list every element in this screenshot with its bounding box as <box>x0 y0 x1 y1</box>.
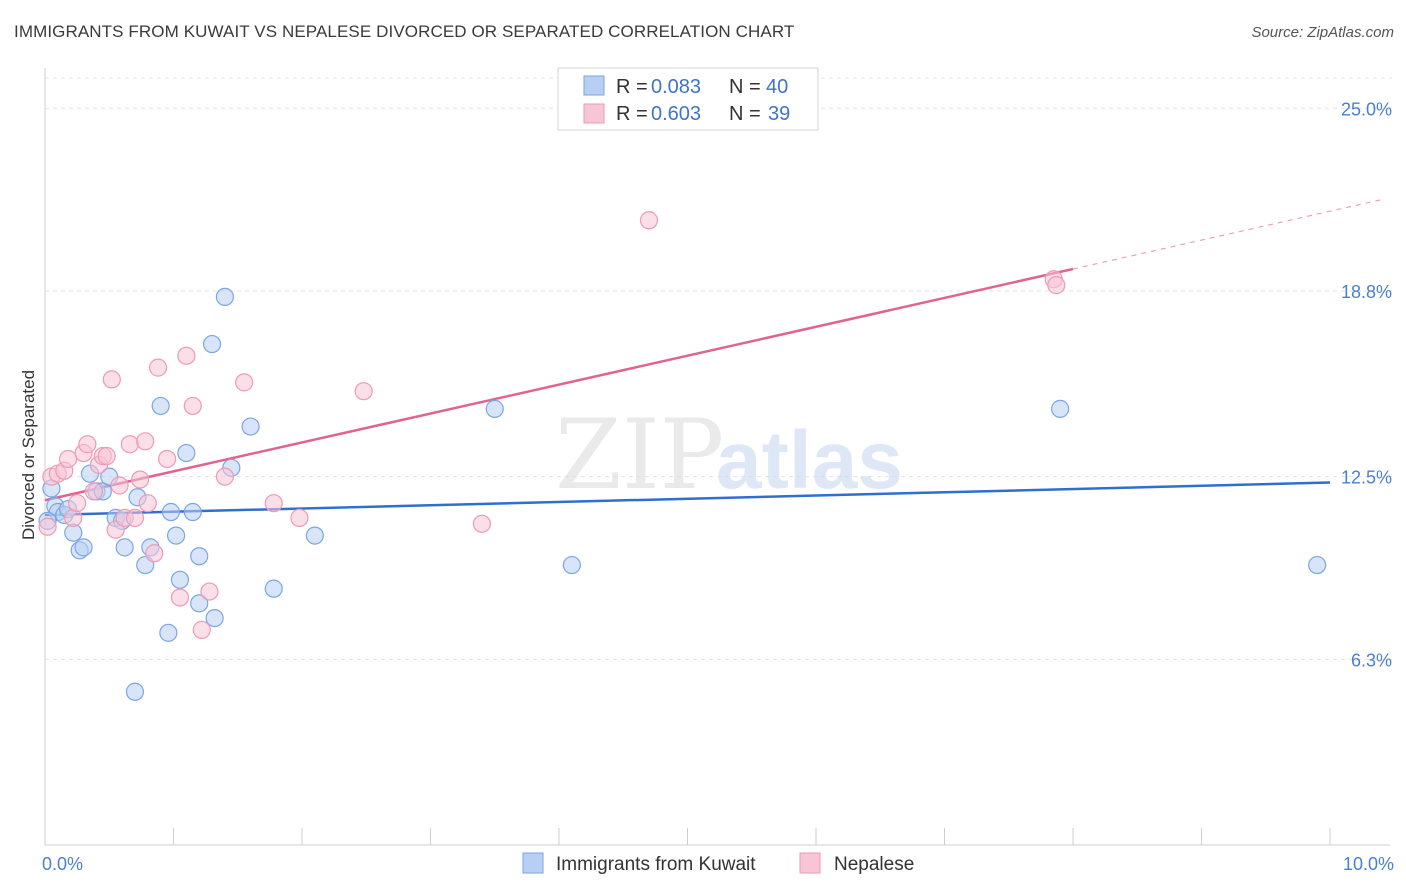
series-legend: Immigrants from Kuwait Nepalese <box>522 852 914 875</box>
x-tick-label-0: 0.0% <box>42 854 83 874</box>
correlation-legend: R = 0.083 N = 40 R = 0.603 N = 39 <box>557 67 819 131</box>
legend-r-value-2: 0.603 <box>651 103 701 125</box>
point-s1-25 <box>170 588 190 607</box>
point-s1-35 <box>472 514 491 533</box>
point-s0-19 <box>151 396 170 416</box>
point-s0-28 <box>202 334 222 354</box>
legend-swatch-nepalese <box>583 103 605 124</box>
point-s1-31 <box>235 373 254 392</box>
point-s0-26 <box>190 594 209 613</box>
point-s0-34 <box>305 526 324 545</box>
point-s1-38 <box>1047 276 1066 295</box>
point-s1-28 <box>192 620 211 639</box>
trend-lines <box>44 199 1382 517</box>
point-s1-18 <box>125 508 145 528</box>
point-s1-33 <box>290 508 309 528</box>
point-s1-4 <box>59 449 78 469</box>
point-s1-19 <box>130 470 150 489</box>
point-s0-25 <box>183 502 202 522</box>
watermark: ZIP atlas <box>555 399 903 511</box>
tick-labels: 6.3% 12.5% 18.8% 25.0% 0.0% 10.0% <box>42 99 1394 874</box>
legend-r-label-1: R = <box>616 76 648 98</box>
point-s0-32 <box>241 417 260 436</box>
point-s0-14 <box>115 538 134 557</box>
point-s0-36 <box>562 555 581 575</box>
point-s1-27 <box>183 396 202 416</box>
y-tick-label-1: 12.5% <box>1341 468 1392 488</box>
point-s1-23 <box>148 358 168 377</box>
y-tick-label-2: 18.8% <box>1341 282 1392 302</box>
gridlines <box>45 77 1392 660</box>
point-s0-29 <box>205 608 224 628</box>
point-s1-36 <box>639 211 659 230</box>
trend-extension-1 <box>1072 199 1382 270</box>
data-points <box>38 211 1327 701</box>
series-swatch-nepalese <box>799 852 821 874</box>
y-axis-label: Divorced or Separated <box>19 370 38 540</box>
point-s0-22 <box>166 526 186 545</box>
y-tick-label-0: 6.3% <box>1351 650 1392 670</box>
point-s1-29 <box>200 582 219 601</box>
point-s1-21 <box>138 494 157 513</box>
point-s1-13 <box>102 370 121 389</box>
point-s0-23 <box>170 570 190 589</box>
point-s1-30 <box>215 467 234 486</box>
point-s0-21 <box>161 502 181 522</box>
point-s0-30 <box>215 287 234 307</box>
legend-swatch-kuwait <box>583 75 605 96</box>
point-s1-32 <box>264 494 283 513</box>
point-s0-37 <box>1051 399 1070 418</box>
point-s0-33 <box>264 579 283 598</box>
chart-title: IMMIGRANTS FROM KUWAIT VS NEPALESE DIVOR… <box>14 22 795 41</box>
watermark-atlas: atlas <box>716 415 903 506</box>
legend-n-value-2: 39 <box>768 103 790 125</box>
source-label: Source: ZipAtlas.com <box>1251 24 1394 41</box>
legend-n-label-1: N = <box>729 76 761 98</box>
axes <box>44 68 1390 846</box>
point-s1-9 <box>84 482 103 501</box>
series-swatch-kuwait <box>522 852 544 874</box>
trend-line-0 <box>44 481 1331 517</box>
x-tick-label-1: 10.0% <box>1343 854 1394 874</box>
point-s0-15 <box>125 682 145 701</box>
point-s1-26 <box>177 346 196 365</box>
point-s1-17 <box>120 435 139 454</box>
trend-line-1 <box>44 267 1074 502</box>
legend-n-label-2: N = <box>729 103 761 125</box>
legend-r-label-2: R = <box>616 103 648 125</box>
series-label-nepalese: Nepalese <box>834 854 914 875</box>
point-s1-24 <box>157 449 177 469</box>
series-label-kuwait: Immigrants from Kuwait <box>556 854 756 875</box>
point-s1-0 <box>38 517 57 536</box>
point-s0-20 <box>159 623 178 642</box>
y-tick-label-3: 25.0% <box>1341 99 1392 119</box>
point-s0-38 <box>1308 555 1327 575</box>
point-s1-12 <box>97 446 116 466</box>
legend-r-value-1: 0.083 <box>651 76 701 98</box>
point-s1-34 <box>354 382 373 401</box>
point-s0-27 <box>190 547 209 566</box>
point-s1-15 <box>110 476 129 495</box>
point-s0-24 <box>177 443 196 463</box>
point-s1-6 <box>68 494 87 513</box>
point-s1-20 <box>136 432 155 451</box>
legend-n-value-1: 40 <box>766 76 788 98</box>
point-s0-7 <box>74 538 93 557</box>
point-s1-8 <box>78 435 97 454</box>
watermark-zip: ZIP <box>555 399 724 511</box>
point-s1-22 <box>145 544 164 563</box>
point-s0-35 <box>485 399 504 418</box>
